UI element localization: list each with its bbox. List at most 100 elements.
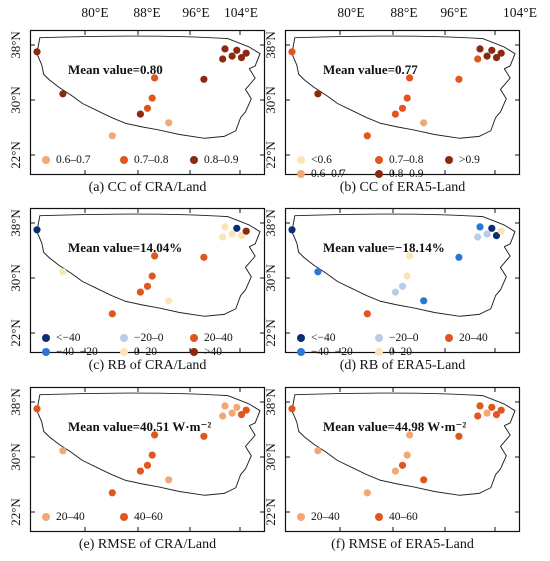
panel-caption: (e) RMSE of CRA/Land <box>78 537 217 552</box>
legend-label: 0.6–0.7 <box>56 154 91 166</box>
legend-swatch <box>375 334 383 342</box>
panel-caption: (f) RMSE of ERA5-Land <box>331 537 474 552</box>
map-frame <box>29 207 266 354</box>
legend-swatch <box>297 513 305 521</box>
legend-item: 20–40 <box>190 332 233 344</box>
legend-swatch <box>42 334 50 342</box>
legend-label: 20–40 <box>204 332 233 344</box>
plateau-boundary <box>291 35 516 139</box>
station-marker <box>59 90 67 98</box>
legend-item: −20–0 <box>375 332 419 344</box>
station-marker <box>233 403 241 411</box>
lon-tick: 88°E <box>390 5 418 20</box>
lat-tick-label: 38°N <box>262 209 278 237</box>
map-border <box>29 207 266 354</box>
legend-swatch <box>120 334 128 342</box>
station-marker <box>406 252 414 260</box>
station-marker <box>221 223 229 231</box>
lat-tick-label: 38°N <box>262 388 278 416</box>
legend-label: 0–20 <box>389 346 412 358</box>
legend-swatch <box>120 348 128 356</box>
station-marker <box>33 226 41 234</box>
station-marker <box>233 46 241 54</box>
station-marker <box>221 402 229 410</box>
legend-label: >40 <box>204 346 222 358</box>
mean-value-annotation: Mean value=44.98 W·m⁻² <box>323 419 467 434</box>
station-marker <box>59 447 67 455</box>
station-marker <box>219 55 227 63</box>
station-marker <box>476 45 484 53</box>
legend-label: 0.8–0.9 <box>389 168 424 180</box>
station-marker <box>148 451 156 459</box>
lat-tick-label: 38°N <box>7 388 23 416</box>
legend-item: 20–40 <box>297 511 340 523</box>
legend-swatch <box>190 334 198 342</box>
station-marker <box>288 48 296 56</box>
legend-swatch <box>190 348 198 356</box>
legend-label: 0.7–0.8 <box>389 154 424 166</box>
station-marker <box>497 406 505 414</box>
plateau-boundary <box>36 213 261 317</box>
panel-caption: (d) RB of ERA5-Land <box>339 358 466 373</box>
station-marker <box>363 132 371 140</box>
station-marker <box>398 104 407 112</box>
legend-item: 40–60 <box>120 511 163 523</box>
map-frame <box>284 29 521 176</box>
map-border <box>29 29 266 176</box>
lat-tick-label: 38°N <box>7 31 23 59</box>
station-marker <box>200 75 208 83</box>
station-marker <box>492 54 501 62</box>
station-marker <box>237 232 246 240</box>
station-marker <box>221 45 229 53</box>
legend-swatch <box>297 334 305 342</box>
station-marker <box>143 282 152 290</box>
legend-swatch <box>190 156 198 164</box>
station-marker <box>398 461 407 469</box>
station-marker <box>488 46 496 54</box>
station-marker <box>136 288 144 296</box>
station-marker <box>108 310 116 318</box>
legend-label: <−40 <box>56 332 81 344</box>
legend-label: 0.6–0.7 <box>311 168 346 180</box>
legend-swatch <box>375 156 383 164</box>
map-panel: 20–40 40–60 Mean value=40.51 W·m⁻² 38°N 30°N… <box>8 386 266 552</box>
panel-caption: (c) RB of CRA/Land <box>88 358 207 373</box>
station-marker <box>108 132 116 140</box>
legend-label: 40–60 <box>134 511 163 523</box>
plateau-boundary <box>36 392 261 496</box>
panel-caption: (a) CC of CRA/Land <box>88 180 207 195</box>
legend-item: 0–20 <box>375 346 412 358</box>
map-frame <box>284 386 521 533</box>
map-border <box>29 386 266 533</box>
station-marker <box>363 310 371 318</box>
station-marker <box>314 447 322 455</box>
station-marker <box>151 252 159 260</box>
legend-item: 0.7–0.8 <box>120 154 169 166</box>
station-marker <box>488 403 496 411</box>
legend-label: 0.7–0.8 <box>134 154 169 166</box>
station-marker <box>151 431 159 439</box>
station-marker <box>420 476 428 484</box>
lat-tick-label: 30°N <box>262 443 278 471</box>
station-marker <box>314 90 322 98</box>
station-marker <box>237 54 246 62</box>
legend-label: −40–−20 <box>311 346 353 358</box>
lat-tick-label: 22°N <box>7 319 23 347</box>
legend-swatch <box>297 170 305 178</box>
station-marker <box>143 104 152 112</box>
legend-label: −20–0 <box>389 332 419 344</box>
legend-item: >0.9 <box>445 154 480 166</box>
station-marker <box>200 253 208 261</box>
legend-label: 40–60 <box>389 511 418 523</box>
lat-tick-label: 30°N <box>7 443 23 471</box>
station-marker <box>165 476 173 484</box>
legend-swatch <box>445 156 453 164</box>
station-marker <box>497 49 505 57</box>
station-marker <box>492 232 501 240</box>
lon-tick: 80°E <box>337 5 365 20</box>
mean-value-annotation: Mean value=14.04% <box>68 240 183 255</box>
mean-value-annotation: Mean value=0.80 <box>68 62 163 77</box>
lon-tick: 96°E <box>440 5 468 20</box>
map-frame <box>29 386 266 533</box>
station-marker <box>398 282 407 290</box>
